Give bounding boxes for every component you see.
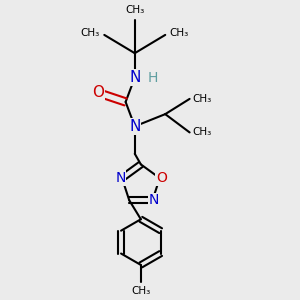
Text: N: N: [149, 193, 159, 207]
Text: CH₃: CH₃: [193, 94, 212, 104]
Text: N: N: [129, 119, 140, 134]
Text: N: N: [129, 70, 140, 85]
Text: CH₃: CH₃: [80, 28, 100, 38]
Text: CH₃: CH₃: [131, 286, 151, 296]
Text: CH₃: CH₃: [170, 28, 189, 38]
Text: N: N: [115, 171, 126, 185]
Text: O: O: [92, 85, 104, 100]
Text: CH₃: CH₃: [125, 5, 144, 15]
Text: CH₃: CH₃: [193, 128, 212, 137]
Text: O: O: [156, 171, 167, 185]
Text: H: H: [148, 70, 158, 85]
